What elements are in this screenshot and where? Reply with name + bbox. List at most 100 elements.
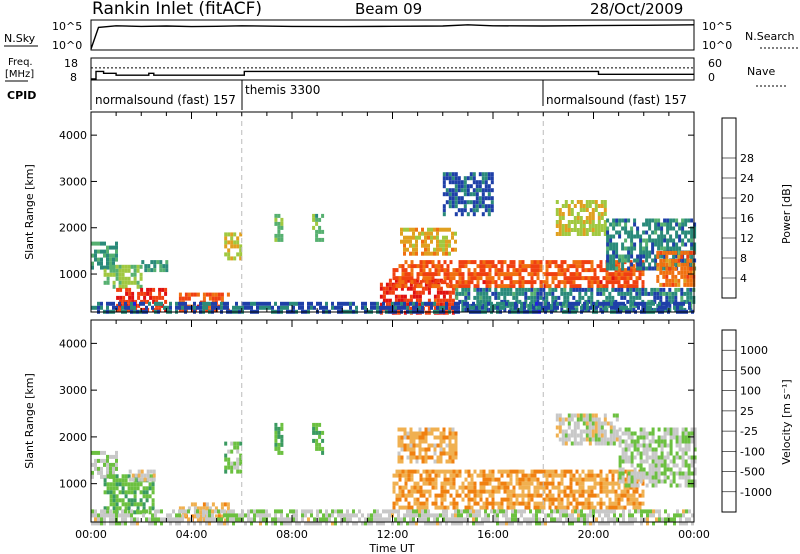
heatmap-cell — [632, 501, 636, 506]
x-tick-label: 08:00 — [276, 528, 308, 541]
heatmap-cell — [609, 429, 613, 434]
heatmap-cell — [421, 459, 425, 464]
heatmap-cell — [593, 485, 597, 490]
heatmap-cell — [623, 268, 627, 273]
heatmap-cell — [648, 463, 652, 468]
heatmap-cell — [115, 513, 118, 518]
heatmap-cell — [277, 509, 280, 514]
heatmap-cell — [640, 521, 643, 526]
heatmap-cell — [660, 254, 664, 259]
heatmap-cell — [280, 434, 284, 439]
heatmap-cell — [629, 501, 633, 506]
heatmap-cell — [401, 473, 405, 478]
heatmap-cell — [475, 509, 478, 514]
heatmap-cell — [142, 494, 146, 499]
heatmap-cell — [567, 413, 571, 418]
heatmap-cell — [409, 282, 413, 287]
heatmap-cell — [409, 306, 413, 311]
heatmap-cell — [673, 521, 676, 526]
heatmap-cell — [464, 280, 468, 285]
heatmap-cell — [445, 451, 449, 456]
heatmap-cell — [593, 276, 597, 281]
heatmap-cell — [491, 291, 495, 296]
heatmap-cell — [418, 439, 422, 444]
colorbar-tick-label: 500 — [740, 364, 761, 377]
heatmap-cell — [202, 513, 205, 518]
heatmap-cell — [633, 471, 637, 476]
heatmap-cell — [208, 513, 211, 518]
heatmap-cell — [678, 222, 682, 227]
heatmap-cell — [127, 506, 131, 511]
heatmap-cell — [536, 260, 540, 265]
heatmap-cell — [548, 291, 552, 296]
heatmap-cell — [547, 513, 550, 518]
heatmap-cell — [542, 481, 546, 486]
heatmap-cell — [469, 200, 473, 205]
heatmap-cell — [127, 305, 130, 310]
heatmap-cell — [612, 437, 616, 442]
heatmap-cell — [636, 254, 640, 259]
heatmap-cell — [547, 305, 550, 310]
heatmap-cell — [484, 196, 488, 201]
heatmap-cell — [662, 287, 666, 292]
heatmap-cell — [472, 212, 476, 217]
heatmap-cell — [124, 482, 128, 487]
heatmap-cell — [310, 521, 313, 526]
heatmap-cell — [563, 505, 567, 510]
heatmap-cell — [382, 294, 386, 299]
heatmap-cell — [617, 481, 621, 486]
heatmap-cell — [606, 441, 610, 446]
heatmap-cell — [626, 287, 630, 292]
heatmap-cell — [541, 521, 544, 526]
heatmap-cell — [416, 505, 420, 510]
heatmap-cell — [509, 489, 513, 494]
heatmap-cell — [619, 301, 622, 306]
heatmap-cell — [488, 280, 492, 285]
heatmap-cell — [658, 305, 661, 310]
heatmap-cell — [410, 477, 414, 482]
heatmap-cell — [109, 474, 113, 479]
heatmap-cell — [133, 276, 137, 281]
heatmap-cell — [671, 258, 675, 263]
heatmap-cell — [443, 505, 447, 510]
heatmap-cell — [277, 426, 281, 431]
heatmap-cell — [425, 505, 429, 510]
heatmap-cell — [315, 221, 319, 226]
heatmap-cell — [637, 509, 640, 514]
heatmap-cell — [580, 513, 583, 518]
heatmap-cell — [641, 493, 645, 498]
heatmap-cell — [415, 298, 419, 303]
heatmap-cell — [208, 292, 212, 297]
heatmap-cell — [639, 431, 643, 436]
heatmap-cell — [415, 235, 418, 240]
heatmap-cell — [318, 430, 322, 435]
heatmap-cell — [573, 228, 577, 232]
heatmap-cell — [693, 479, 697, 484]
heatmap-cell — [349, 301, 352, 306]
heatmap-cell — [683, 278, 687, 283]
heatmap-cell — [506, 291, 510, 296]
heatmap-cell — [208, 506, 212, 511]
heatmap-cell — [578, 485, 582, 490]
heatmap-cell — [593, 505, 597, 510]
heatmap-cell — [581, 268, 585, 273]
heatmap-cell — [151, 498, 155, 503]
heatmap-cell — [601, 301, 604, 306]
heatmap-cell — [412, 227, 415, 232]
heatmap-cell — [582, 228, 586, 232]
heatmap-cell — [680, 266, 684, 271]
heatmap-cell — [277, 221, 281, 226]
heatmap-cell — [521, 501, 525, 506]
heatmap-cell — [512, 272, 516, 277]
heatmap-cell — [620, 287, 624, 292]
heatmap-cell — [103, 272, 107, 277]
heatmap-cell — [419, 473, 423, 478]
heatmap-cell — [557, 489, 561, 494]
heatmap-cell — [633, 439, 637, 444]
heatmap-cell — [475, 184, 479, 189]
heatmap-cell — [455, 493, 459, 498]
heatmap-cell — [312, 426, 316, 431]
heatmap-cell — [262, 305, 265, 310]
heatmap-cell — [524, 264, 528, 269]
